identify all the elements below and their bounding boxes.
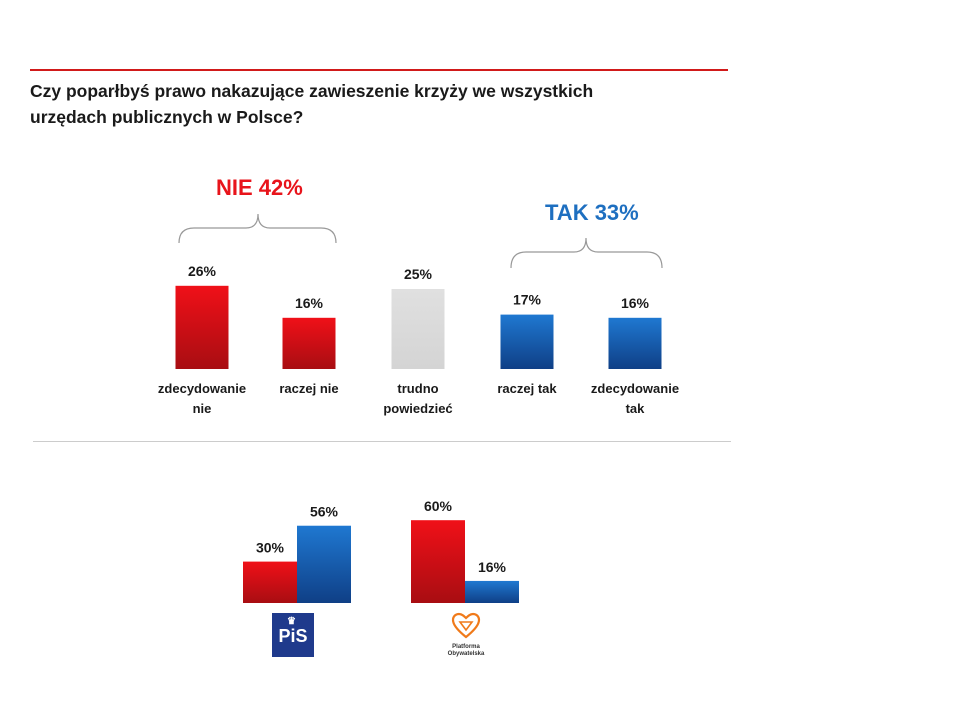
party-label-2-1: 60% bbox=[424, 498, 453, 514]
bar-3 bbox=[391, 289, 445, 369]
category-label: raczej tak bbox=[497, 381, 557, 396]
po-logo: Platforma Obywatelska bbox=[440, 610, 492, 666]
category-label: raczej nie bbox=[279, 381, 339, 396]
chart-title: Czy poparłbyś prawo nakazujące zawieszen… bbox=[30, 78, 670, 130]
group-label-nie: NIE 42% bbox=[216, 175, 303, 200]
party-bar-2-2 bbox=[465, 580, 519, 603]
bar-4 bbox=[500, 314, 554, 369]
party-bar-1-1 bbox=[243, 561, 297, 603]
party-bar-1-2 bbox=[297, 525, 351, 603]
party-label-2-2: 16% bbox=[478, 559, 507, 575]
party-label-1-1: 30% bbox=[256, 540, 285, 556]
data-label-4: 17% bbox=[513, 292, 542, 308]
bar-2 bbox=[282, 317, 336, 369]
data-label-2: 16% bbox=[295, 295, 324, 311]
category-label: trudno powiedzieć bbox=[383, 381, 453, 416]
po-logo-text: Platforma Obywatelska bbox=[447, 644, 485, 657]
title-line-1: Czy poparłbyś prawo nakazujące zawieszen… bbox=[30, 81, 594, 101]
top-rule bbox=[30, 69, 728, 71]
bar-5 bbox=[608, 317, 662, 369]
party-bar-2-1 bbox=[411, 520, 465, 603]
data-label-5: 16% bbox=[621, 295, 650, 311]
data-label-3: 25% bbox=[404, 266, 433, 282]
category-label: zdecydowanie nie bbox=[157, 381, 247, 416]
crown-icon: ♛ bbox=[287, 616, 296, 627]
data-label-1: 26% bbox=[188, 263, 217, 279]
brace-nie bbox=[178, 213, 337, 244]
pis-logo: ♛ PiS bbox=[272, 613, 314, 657]
group-label-tak: TAK 33% bbox=[545, 200, 639, 225]
category-label: zdecydowanie tak bbox=[590, 381, 680, 416]
bar-1 bbox=[175, 285, 229, 369]
brace-tak bbox=[510, 237, 663, 269]
title-line-2: urzędach publicznych w Polsce? bbox=[30, 107, 304, 127]
heart-icon bbox=[451, 612, 481, 639]
party-label-1-2: 56% bbox=[310, 504, 339, 520]
divider-rule bbox=[33, 441, 731, 442]
pis-logo-text: PiS bbox=[278, 626, 308, 646]
